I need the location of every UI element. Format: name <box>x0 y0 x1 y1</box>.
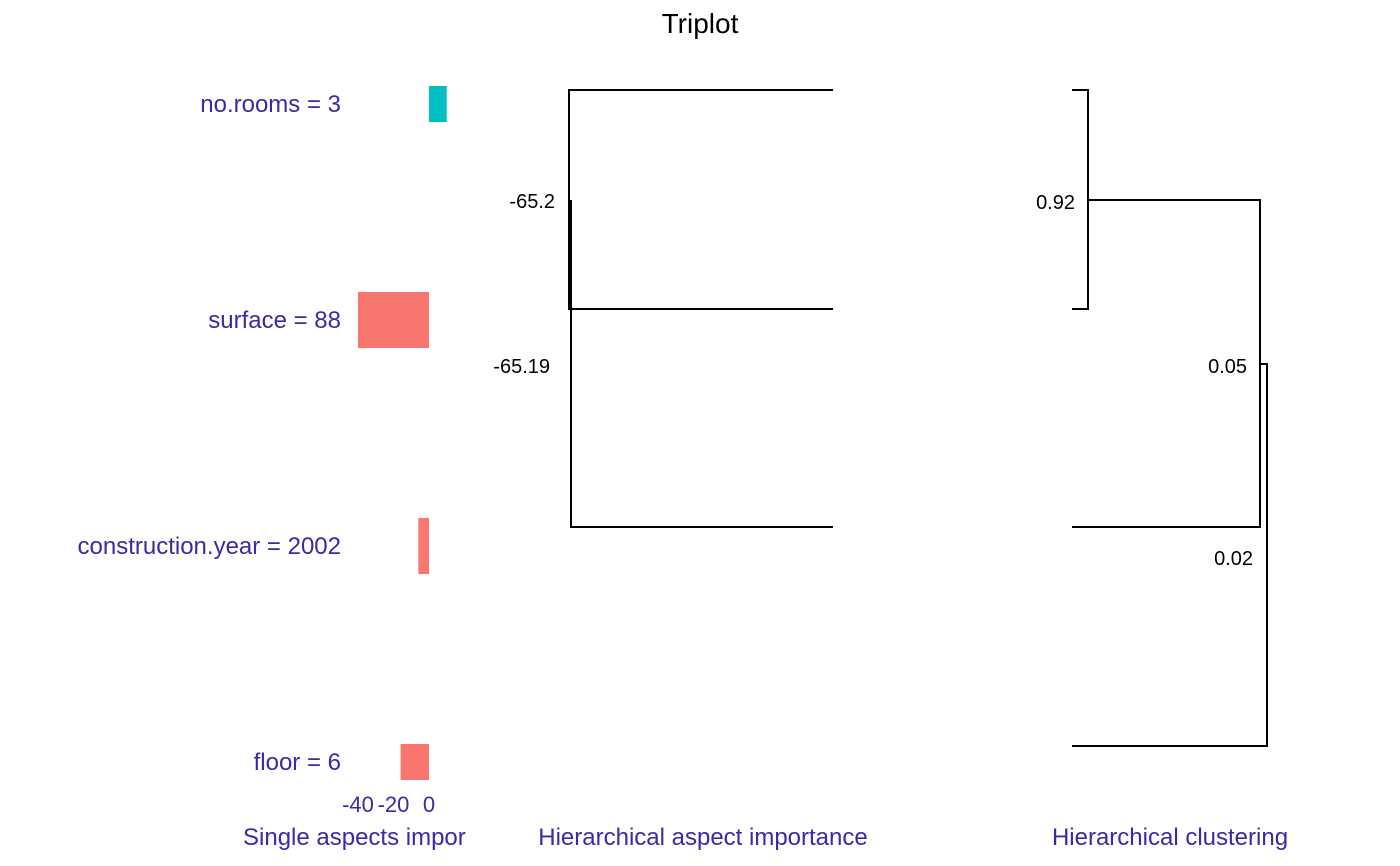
feature-label: floor = 6 <box>254 749 341 776</box>
panel-label-hierarchical-aspect: Hierarchical aspect importance <box>538 824 867 851</box>
x-tick-labels: -40 -20 0 <box>342 792 435 817</box>
importance-bar <box>358 292 429 348</box>
merge-label: 0.02 <box>1214 548 1253 570</box>
chart-title: Triplot <box>662 8 739 39</box>
importance-bar <box>418 518 429 574</box>
x-tick-label: -20 <box>378 792 410 817</box>
dendrogram-branches <box>568 89 833 528</box>
dendrogram-branches <box>1072 89 1268 747</box>
feature-label: surface = 88 <box>208 307 341 334</box>
clustering-dendrogram: 0.92 0.05 0.02 <box>1036 89 1268 747</box>
merge-label: -65.19 <box>493 356 550 378</box>
x-tick-label: -40 <box>342 792 374 817</box>
panel-label-hierarchical-clustering: Hierarchical clustering <box>1052 824 1288 851</box>
feature-labels: no.rooms = 3 surface = 88 construction.yea… <box>78 91 342 776</box>
feature-label: construction.year = 2002 <box>78 533 342 560</box>
importance-bar <box>400 744 429 780</box>
merge-label: 0.05 <box>1208 356 1247 378</box>
merge-label: 0.92 <box>1036 192 1075 214</box>
x-tick-label: 0 <box>423 792 435 817</box>
panel-label-single-aspects: Single aspects importance <box>243 824 524 851</box>
aspect-importance-dendrogram: -65.2 -65.19 <box>493 89 833 528</box>
feature-label: no.rooms = 3 <box>200 91 341 118</box>
importance-bar <box>429 86 447 122</box>
importance-bars <box>358 86 447 780</box>
merge-label: -65.2 <box>509 191 555 213</box>
